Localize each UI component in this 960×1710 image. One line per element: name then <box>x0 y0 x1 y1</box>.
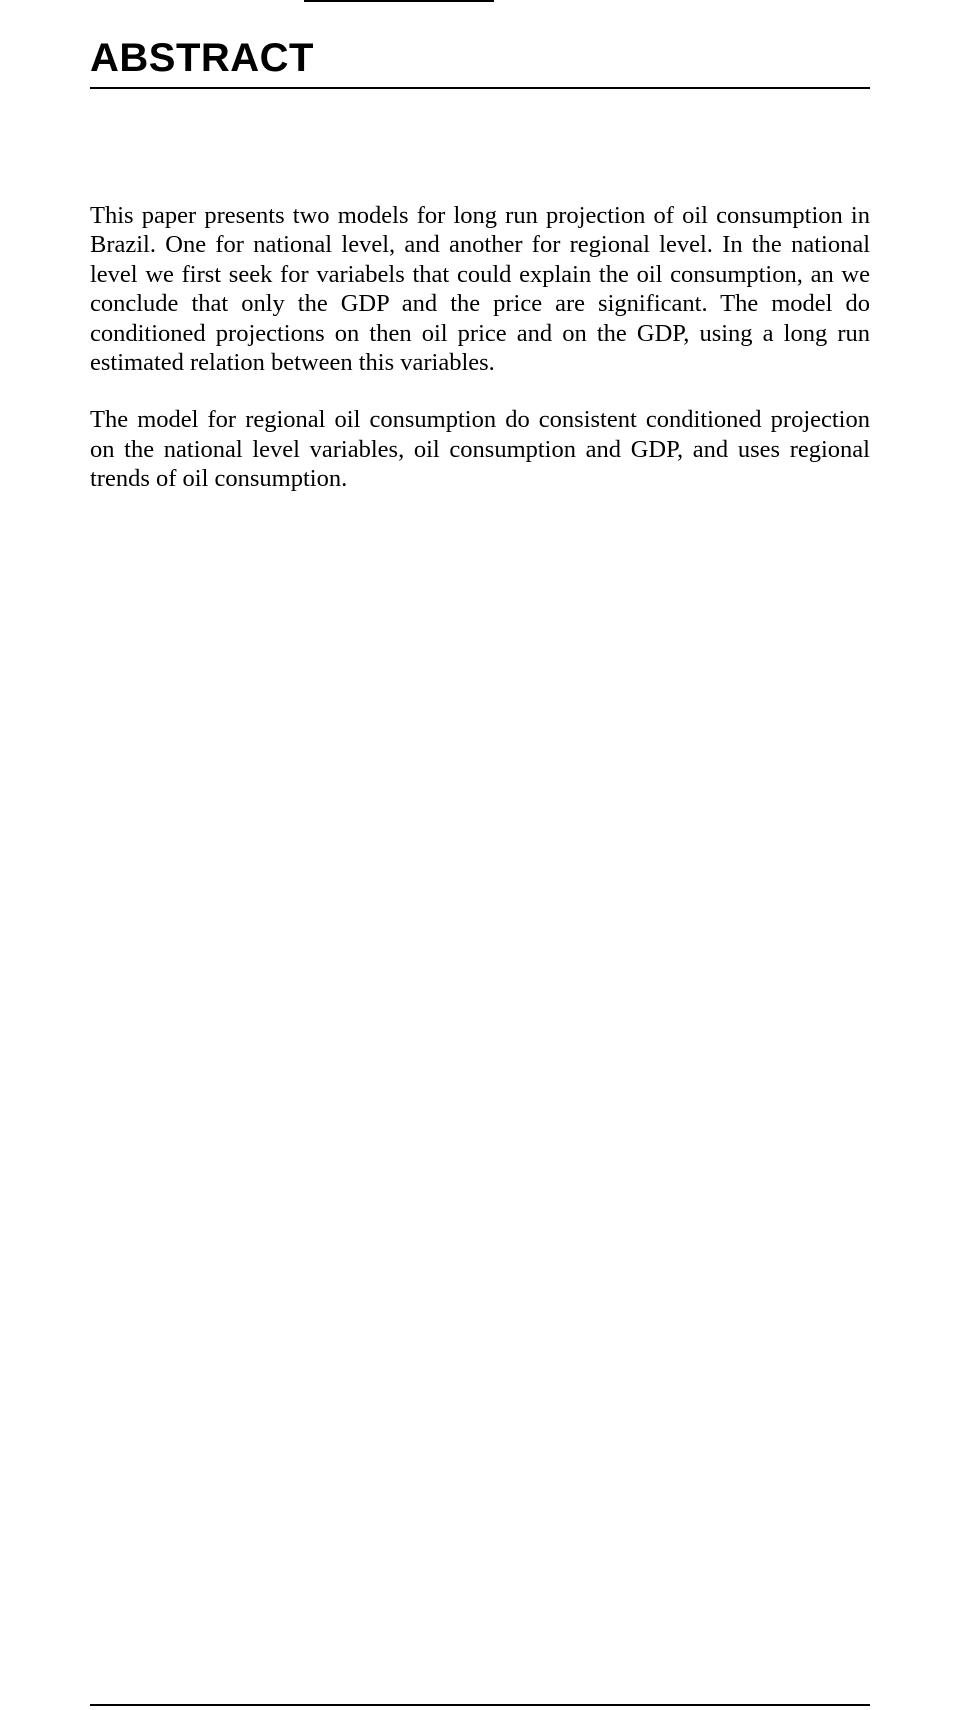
heading-underline-rule <box>90 87 870 89</box>
abstract-body: This paper presents two models for long … <box>90 201 870 494</box>
section-heading: ABSTRACT <box>90 36 870 85</box>
abstract-paragraph: The model for regional oil consumption d… <box>90 405 870 493</box>
abstract-paragraph: This paper presents two models for long … <box>90 201 870 377</box>
top-short-rule <box>304 0 494 2</box>
bottom-rule <box>90 1704 870 1706</box>
heading-block: ABSTRACT <box>90 0 870 89</box>
